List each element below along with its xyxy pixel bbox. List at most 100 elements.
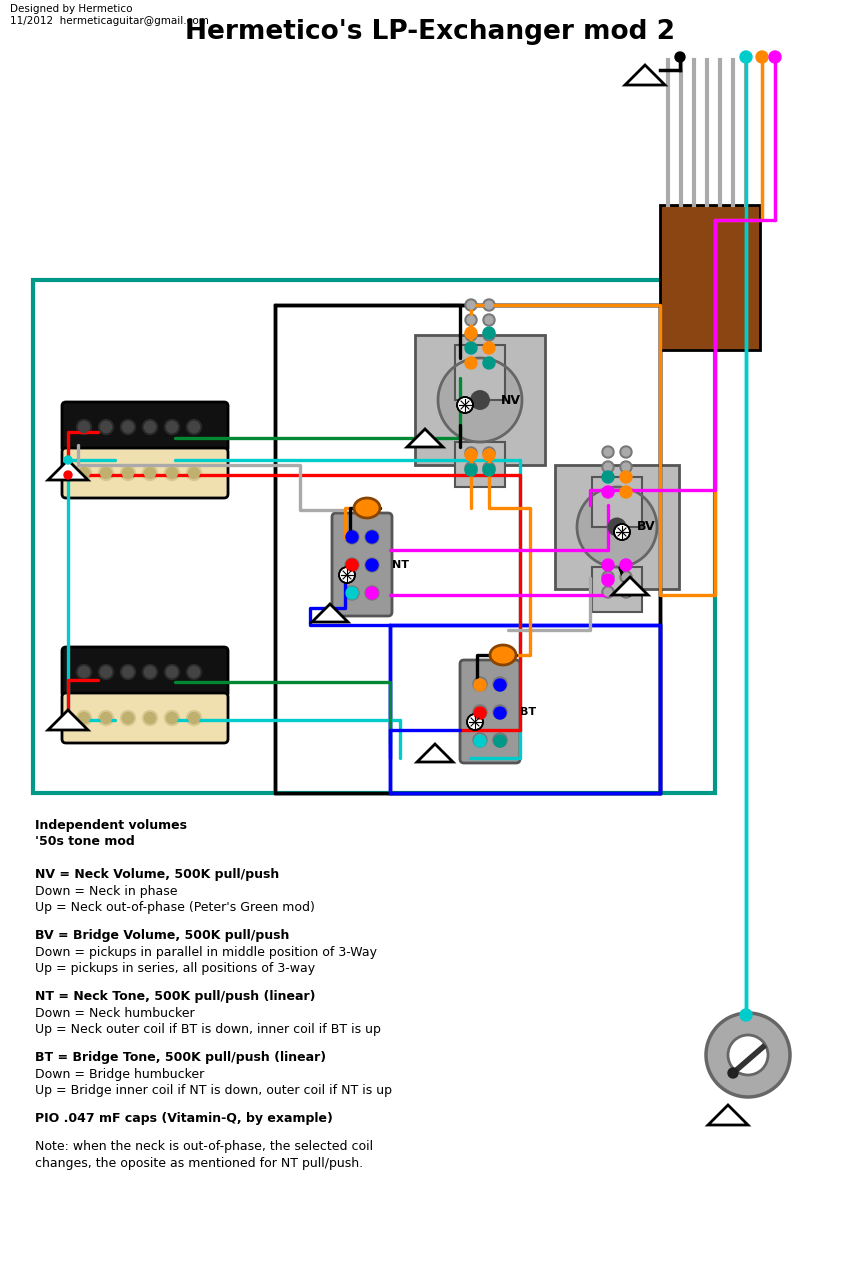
Circle shape — [604, 448, 612, 456]
Circle shape — [473, 733, 487, 747]
Circle shape — [366, 587, 378, 599]
Circle shape — [604, 573, 612, 580]
Circle shape — [122, 422, 133, 433]
Circle shape — [495, 707, 505, 718]
Circle shape — [495, 735, 505, 745]
Text: NT = Neck Tone, 500K pull/push (linear): NT = Neck Tone, 500K pull/push (linear) — [35, 991, 316, 1003]
Circle shape — [620, 446, 632, 458]
Circle shape — [474, 679, 486, 691]
Circle shape — [467, 714, 483, 730]
Circle shape — [609, 518, 625, 536]
Circle shape — [122, 667, 133, 677]
Circle shape — [144, 467, 155, 479]
Circle shape — [187, 466, 202, 480]
Text: NV = Neck Volume, 500K pull/push: NV = Neck Volume, 500K pull/push — [35, 867, 279, 881]
Polygon shape — [625, 65, 665, 85]
Text: '50s tone mod: '50s tone mod — [35, 834, 135, 848]
Text: Down = pickups in parallel in middle position of 3-Way: Down = pickups in parallel in middle pos… — [35, 946, 377, 959]
Circle shape — [339, 566, 355, 583]
Circle shape — [474, 735, 486, 747]
Circle shape — [740, 51, 752, 64]
Polygon shape — [417, 744, 453, 762]
Text: PIO .047 mF caps (Vitamin-Q, by example): PIO .047 mF caps (Vitamin-Q, by example) — [35, 1113, 333, 1125]
Bar — [33, 279, 715, 792]
Circle shape — [756, 51, 768, 64]
Circle shape — [346, 587, 358, 599]
Text: Down = Neck humbucker: Down = Neck humbucker — [35, 1007, 195, 1020]
Circle shape — [483, 314, 495, 326]
Circle shape — [365, 530, 379, 544]
Circle shape — [77, 419, 91, 434]
Text: Independent volumes: Independent volumes — [35, 818, 187, 832]
Text: Up = Neck out-of-phase (Peter's Green mod): Up = Neck out-of-phase (Peter's Green mo… — [35, 900, 315, 914]
FancyBboxPatch shape — [62, 403, 228, 452]
Circle shape — [166, 712, 177, 724]
Bar — [592, 478, 642, 527]
Text: NV: NV — [501, 394, 521, 406]
Circle shape — [474, 707, 486, 719]
Text: BT = Bridge Tone, 500K pull/push (linear): BT = Bridge Tone, 500K pull/push (linear… — [35, 1052, 326, 1064]
Circle shape — [473, 705, 487, 719]
Circle shape — [602, 461, 614, 472]
Circle shape — [365, 558, 379, 572]
Circle shape — [143, 664, 158, 679]
Circle shape — [438, 358, 522, 442]
Circle shape — [165, 419, 180, 434]
Circle shape — [740, 1008, 752, 1021]
Bar — [660, 204, 760, 351]
Circle shape — [99, 466, 113, 480]
Text: Down = Bridge humbucker: Down = Bridge humbucker — [35, 1068, 204, 1081]
Circle shape — [187, 664, 202, 679]
FancyBboxPatch shape — [62, 646, 228, 697]
Circle shape — [367, 588, 377, 598]
Circle shape — [483, 329, 495, 342]
Circle shape — [602, 559, 614, 572]
Circle shape — [77, 466, 91, 480]
Circle shape — [166, 467, 177, 479]
Circle shape — [728, 1068, 738, 1078]
Circle shape — [602, 585, 614, 598]
Circle shape — [122, 467, 133, 479]
Circle shape — [602, 574, 614, 585]
Text: Up = pickups in series, all positions of 3-way: Up = pickups in series, all positions of… — [35, 963, 315, 975]
Circle shape — [100, 667, 111, 677]
Circle shape — [728, 1035, 768, 1074]
Circle shape — [143, 419, 158, 434]
Circle shape — [495, 679, 505, 690]
Circle shape — [187, 419, 202, 434]
Text: Up = Bridge inner coil if NT is down, outer coil if NT is up: Up = Bridge inner coil if NT is down, ou… — [35, 1085, 392, 1097]
Circle shape — [99, 664, 113, 679]
Circle shape — [78, 467, 89, 479]
Circle shape — [347, 560, 357, 570]
Circle shape — [78, 667, 89, 677]
Circle shape — [602, 572, 614, 583]
Circle shape — [485, 316, 493, 324]
Circle shape — [706, 1013, 790, 1097]
Circle shape — [165, 664, 180, 679]
Circle shape — [494, 707, 506, 719]
Circle shape — [122, 712, 133, 724]
Circle shape — [345, 585, 359, 599]
Text: Down = Neck in phase: Down = Neck in phase — [35, 884, 177, 898]
Bar — [390, 625, 660, 792]
Circle shape — [345, 530, 359, 544]
Circle shape — [347, 532, 357, 542]
Circle shape — [347, 588, 357, 598]
Circle shape — [493, 677, 507, 691]
Circle shape — [467, 331, 475, 339]
Polygon shape — [48, 460, 88, 480]
Circle shape — [475, 707, 485, 718]
Circle shape — [100, 467, 111, 479]
Circle shape — [604, 588, 612, 596]
Circle shape — [457, 398, 473, 413]
Circle shape — [465, 450, 477, 461]
Circle shape — [614, 525, 630, 540]
Text: Hermetico's LP-Exchanger mod 2: Hermetico's LP-Exchanger mod 2 — [185, 19, 675, 44]
Circle shape — [78, 712, 89, 724]
Circle shape — [77, 710, 91, 725]
Text: BV = Bridge Volume, 500K pull/push: BV = Bridge Volume, 500K pull/push — [35, 930, 289, 942]
FancyBboxPatch shape — [62, 693, 228, 743]
Polygon shape — [612, 577, 648, 596]
Circle shape — [602, 471, 614, 483]
Circle shape — [77, 664, 91, 679]
